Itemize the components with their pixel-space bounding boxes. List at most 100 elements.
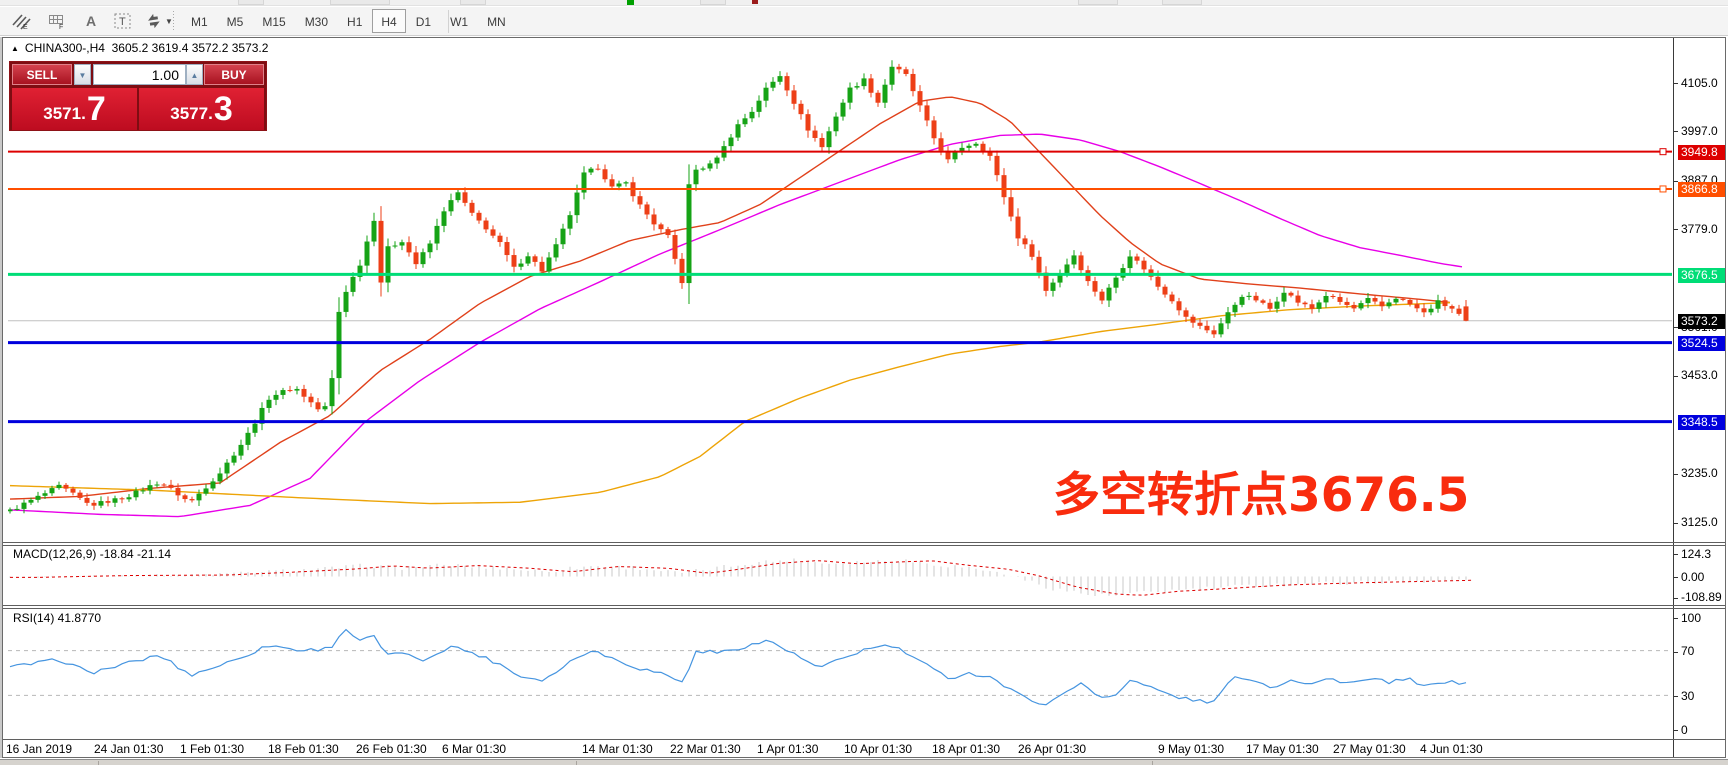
- sell-price-tile[interactable]: 3571. 7: [12, 88, 137, 130]
- svg-text:E: E: [23, 24, 28, 30]
- line-studies-icon[interactable]: E: [8, 9, 34, 33]
- chart-window[interactable]: ▲ CHINA300-,H4 3605.2 3619.4 3572.2 3573.…: [2, 37, 1726, 758]
- axis-tick-mark: [1674, 618, 1678, 619]
- ohlc-readout: 3605.2 3619.4 3572.2 3573.2: [111, 41, 269, 55]
- axis-tick-mark: [1674, 131, 1678, 133]
- buy-price-big-digit: 3: [213, 89, 233, 128]
- price-level-label-3348.5: 3348.5: [1678, 415, 1725, 431]
- axis-tick-mark: [1674, 327, 1678, 329]
- buy-button[interactable]: BUY: [204, 64, 264, 85]
- sell-button[interactable]: SELL: [12, 64, 72, 85]
- price-tick-label: 3779.0: [1681, 221, 1718, 236]
- text-label-icon[interactable]: A: [78, 9, 104, 33]
- macd-tick-label: 0.00: [1681, 569, 1705, 584]
- price-tick-label: 3453.0: [1681, 368, 1718, 383]
- timeframe-button-M1[interactable]: M1: [191, 15, 208, 29]
- panel-separator: [3, 739, 1725, 740]
- clipped-button: [330, 0, 390, 5]
- macd-tick-label: -108.89: [1681, 590, 1722, 605]
- price-tick-label: 3997.0: [1681, 123, 1718, 138]
- time-axis-label: 17 May 01:30: [1246, 742, 1319, 756]
- price-level-label-3676.5: 3676.5: [1678, 267, 1725, 283]
- axis-tick-mark: [1674, 375, 1678, 377]
- time-axis-label: 26 Apr 01:30: [1018, 742, 1087, 756]
- price-tick-label: 3235.0: [1681, 466, 1718, 481]
- price-level-label-3573.2: 3573.2: [1678, 314, 1725, 330]
- time-axis-label: 18 Apr 01:30: [932, 742, 1001, 756]
- timeframe-bar: M1 M5 M15 M30 H1 H4 D1 W1 MN: [182, 9, 516, 33]
- macd-indicator-label: MACD(12,26,9) -18.84 -21.14: [13, 547, 172, 561]
- status-separator: [98, 761, 99, 765]
- collapse-triangle-icon[interactable]: ▲: [11, 44, 19, 53]
- axis-tick-mark: [1674, 180, 1678, 182]
- one-click-trade-panel: SELL ▼ ▲ BUY 3571.7 3577.3: [9, 61, 267, 131]
- timeframe-button-M30[interactable]: M30: [304, 15, 329, 29]
- axis-tick-mark: [1674, 696, 1678, 698]
- axis-tick-mark: [1674, 577, 1678, 579]
- axis-tick-mark: [1674, 229, 1678, 231]
- panel-separator[interactable]: [3, 605, 1725, 606]
- time-axis-label: 16 Jan 2019: [6, 742, 73, 756]
- toolbar-separator: [448, 10, 449, 33]
- symbol-period-label: CHINA300-,H4: [24, 41, 105, 55]
- timeframe-button-MN[interactable]: MN: [487, 15, 506, 29]
- axis-tick-mark: [1674, 651, 1678, 653]
- sell-price-main: 3571.: [43, 104, 86, 123]
- volume-increase-button[interactable]: ▲: [186, 64, 203, 85]
- price-axis-line: [1673, 38, 1674, 757]
- clipped-button: [460, 0, 486, 5]
- time-axis-label: 1 Apr 01:30: [757, 742, 819, 756]
- axis-tick-mark: [1674, 522, 1678, 524]
- clipped-button: [1162, 0, 1202, 5]
- timeframe-button-W1[interactable]: W1: [450, 15, 469, 29]
- grid-icon[interactable]: F: [44, 9, 70, 33]
- macd-tick-label: 124.3: [1681, 546, 1712, 561]
- text-box-icon[interactable]: T: [110, 9, 136, 33]
- price-level-label-3949.8: 3949.8: [1678, 145, 1725, 161]
- clipped-green-indicator: [627, 0, 634, 5]
- volume-input[interactable]: [93, 64, 186, 85]
- window-left-edge: [0, 37, 2, 758]
- price-tick-label: 4105.0: [1681, 75, 1718, 90]
- timeframe-button-D1[interactable]: D1: [415, 15, 432, 29]
- rsi-tick-label: 0: [1681, 722, 1688, 737]
- clipped-red-indicator: [752, 0, 758, 4]
- price-level-label-3524.5: 3524.5: [1678, 336, 1725, 352]
- time-axis[interactable]: 16 Jan 2019 24 Jan 01:30 1 Feb 01:30 18 Feb…: [3, 741, 1725, 758]
- time-axis-label: 18 Feb 01:30: [268, 742, 339, 756]
- time-axis-label: 1 Feb 01:30: [180, 742, 245, 756]
- axis-tick-mark: [1674, 730, 1678, 731]
- rsi-indicator-label: RSI(14) 41.8770: [13, 611, 102, 625]
- axis-tick-mark: [1674, 473, 1678, 475]
- toolbar-drag-handle[interactable]: [172, 11, 176, 31]
- time-axis-label: 9 May 01:30: [1158, 742, 1225, 756]
- timeframe-button-H1[interactable]: H1: [347, 15, 363, 29]
- chart-toolbar: E F A T: [0, 7, 1728, 36]
- price-tick-label: 3125.0: [1681, 515, 1718, 530]
- panel-separator: [3, 608, 1725, 609]
- arrange-arrows-icon[interactable]: ▼: [142, 9, 176, 33]
- timeframe-button-M5[interactable]: M5: [226, 15, 244, 29]
- chart-title: ▲ CHINA300-,H4 3605.2 3619.4 3572.2 3573.…: [11, 41, 268, 55]
- volume-decrease-button[interactable]: ▼: [74, 64, 91, 85]
- time-axis-label: 24 Jan 01:30: [94, 742, 164, 756]
- clipped-button: [238, 0, 264, 5]
- svg-text:F: F: [59, 24, 63, 30]
- clipped-toolbar-row: [0, 0, 1728, 6]
- buy-price-tile[interactable]: 3577. 3: [139, 88, 264, 130]
- axis-tick-mark: [1674, 597, 1678, 599]
- buy-price-main: 3577.: [170, 104, 213, 123]
- chart-annotation-text: 多空转折点3676.5: [1053, 468, 1470, 523]
- clipped-button: [1078, 0, 1118, 5]
- svg-text:T: T: [119, 16, 126, 28]
- timeframe-button-H4[interactable]: H4: [372, 9, 406, 33]
- time-axis-label: 26 Feb 01:30: [356, 742, 427, 756]
- timeframe-button-M15[interactable]: M15: [262, 15, 286, 29]
- price-level-label-3866.8: 3866.8: [1678, 182, 1725, 198]
- time-axis-label: 22 Mar 01:30: [670, 742, 741, 756]
- time-axis-label: 14 Mar 01:30: [582, 742, 653, 756]
- rsi-tick-label: 30: [1681, 688, 1695, 703]
- panel-separator[interactable]: [3, 542, 1725, 543]
- status-separator: [1152, 761, 1153, 765]
